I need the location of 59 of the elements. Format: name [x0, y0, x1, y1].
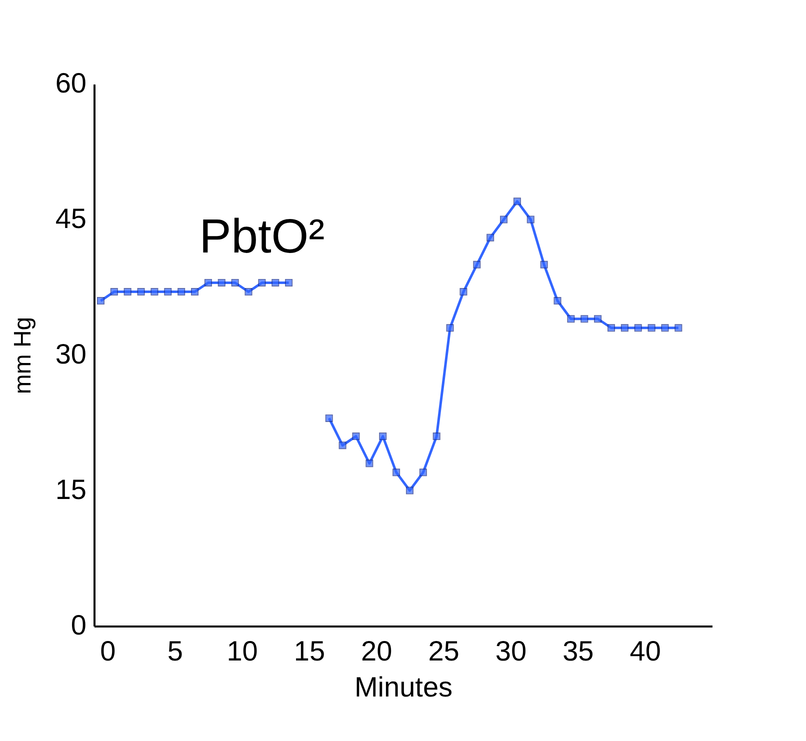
point — [607, 324, 615, 332]
x-tick-label: 35 — [562, 636, 594, 666]
point — [500, 216, 508, 224]
y-tick-label: 0 — [70, 610, 86, 640]
point — [392, 468, 400, 476]
point — [486, 234, 494, 242]
point — [258, 278, 266, 286]
point — [124, 288, 132, 296]
point — [366, 460, 374, 468]
x-tick-label: 40 — [630, 636, 661, 666]
point — [379, 432, 387, 440]
point — [164, 288, 172, 296]
point — [620, 324, 628, 332]
point — [446, 324, 454, 332]
point — [218, 278, 226, 286]
point — [137, 288, 145, 296]
point — [110, 288, 118, 296]
point — [191, 288, 199, 296]
y-tick-label: 30 — [55, 338, 86, 370]
point — [473, 260, 481, 268]
point — [419, 468, 427, 476]
y-axis-title: mm Hg — [9, 316, 36, 394]
point — [352, 432, 360, 440]
point — [634, 324, 642, 332]
point — [285, 278, 293, 286]
point — [150, 288, 158, 296]
point — [204, 278, 212, 286]
point — [648, 324, 656, 332]
x-tick-label: 25 — [428, 636, 460, 666]
point — [178, 288, 186, 296]
point — [338, 442, 346, 450]
point — [513, 198, 521, 206]
x-tick-label: 5 — [167, 636, 183, 666]
point — [661, 324, 669, 332]
x-tick-label: 20 — [361, 636, 392, 666]
point — [244, 288, 252, 296]
point — [526, 216, 534, 224]
x-axis-title: Minutes — [354, 672, 453, 702]
y-tick-label: 60 — [55, 68, 86, 98]
point — [567, 315, 575, 323]
point — [594, 315, 602, 323]
x-tick-label: 15 — [294, 636, 326, 666]
point — [96, 297, 104, 305]
point — [674, 324, 682, 332]
point — [325, 414, 333, 422]
x-tick-label: 0 — [100, 636, 116, 666]
series-label: PbtO² — [199, 210, 325, 264]
y-tick-label: 15 — [55, 474, 86, 505]
point — [432, 432, 440, 440]
x-tick-label: 30 — [495, 636, 527, 666]
point — [554, 297, 562, 305]
x-tick-label: 10 — [226, 636, 258, 666]
y-tick-label: 45 — [55, 203, 86, 234]
point — [460, 288, 468, 296]
point — [580, 315, 588, 323]
point — [540, 260, 548, 268]
point — [406, 486, 414, 494]
point — [231, 278, 239, 286]
point — [272, 278, 280, 286]
